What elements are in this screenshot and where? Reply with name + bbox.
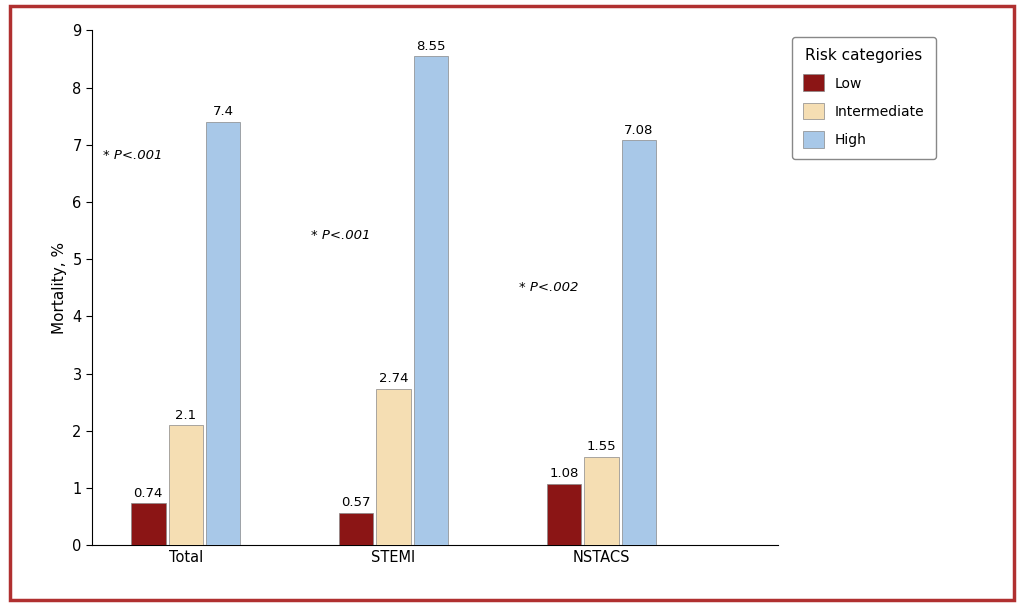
Text: * P<.001: * P<.001	[311, 229, 371, 242]
Legend: Low, Intermediate, High: Low, Intermediate, High	[792, 37, 936, 159]
Bar	[585, 457, 618, 545]
Bar	[339, 513, 374, 545]
Text: 7.4: 7.4	[213, 105, 233, 118]
Text: 1.55: 1.55	[587, 440, 616, 453]
Text: 2.1: 2.1	[175, 409, 197, 422]
Bar	[547, 484, 582, 545]
Text: * P<.002: * P<.002	[519, 281, 579, 293]
Bar	[206, 122, 241, 545]
Text: 7.08: 7.08	[625, 124, 653, 137]
Bar	[131, 503, 166, 545]
Bar	[377, 388, 411, 545]
Bar	[169, 425, 203, 545]
Text: * P<.001: * P<.001	[103, 149, 163, 162]
Bar	[622, 140, 656, 545]
Bar	[414, 56, 449, 545]
Y-axis label: Mortality, %: Mortality, %	[52, 242, 67, 334]
Text: 8.55: 8.55	[417, 39, 445, 53]
Text: 1.08: 1.08	[550, 467, 579, 480]
Text: 0.74: 0.74	[133, 487, 163, 499]
Text: 2.74: 2.74	[379, 372, 409, 385]
Text: 0.57: 0.57	[341, 496, 371, 509]
